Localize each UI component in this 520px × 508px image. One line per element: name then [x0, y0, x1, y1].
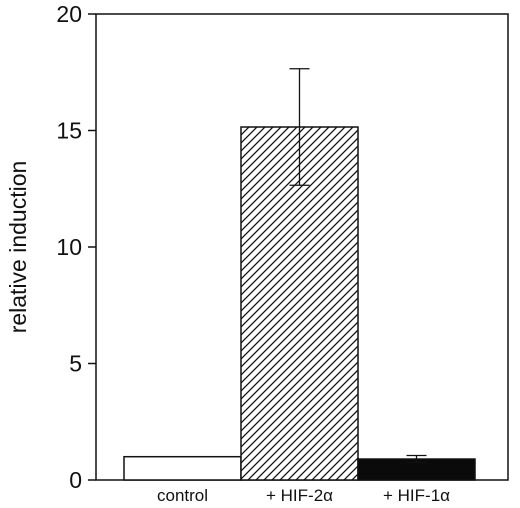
error-bars: [289, 68, 427, 464]
y-tick-label: 0: [69, 467, 82, 493]
x-category-label: + HIF-2α: [266, 486, 333, 505]
y-tick-label: 10: [56, 234, 82, 260]
bars: [123, 126, 476, 481]
y-axis-ticks: 0 5 10 15 20: [56, 1, 96, 493]
y-tick-label: 15: [56, 118, 82, 144]
bar: [123, 455, 242, 481]
x-axis-labels: control + HIF-2α + HIF-1α: [157, 486, 450, 505]
x-category-label: control: [157, 486, 208, 505]
y-tick-label: 5: [69, 351, 82, 377]
x-category-label: + HIF-1α: [383, 486, 450, 505]
y-tick-label: 20: [56, 1, 82, 27]
bar: [240, 126, 359, 481]
y-axis-title: relative induction: [5, 161, 31, 334]
